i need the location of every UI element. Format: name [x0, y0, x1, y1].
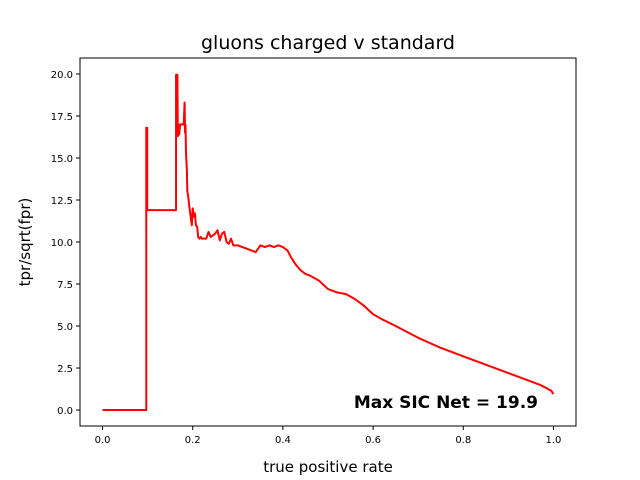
x-tick-label: 1.0 — [546, 435, 562, 446]
x-axis-label: true positive rate — [263, 458, 393, 476]
y-tick-label: 2.5 — [57, 364, 73, 375]
y-axis-label: tpr/sqrt(fpr) — [16, 198, 34, 287]
x-tick-label: 0.6 — [365, 435, 381, 446]
y-tick-label: 10.0 — [51, 238, 73, 249]
y-tick-label: 0.0 — [57, 406, 73, 417]
x-tick-label: 0.0 — [95, 435, 111, 446]
max-sic-annotation: Max SIC Net = 19.9 — [354, 393, 538, 413]
series-line — [102, 73, 555, 412]
y-tick-label: 7.5 — [57, 280, 73, 291]
y-tick-label: 15.0 — [51, 154, 73, 165]
x-tick-label: 0.4 — [275, 435, 291, 446]
y-tick-label: 5.0 — [57, 322, 73, 333]
y-tick-label: 20.0 — [51, 70, 73, 81]
chart-title: gluons charged v standard — [201, 32, 455, 54]
x-tick-label: 0.8 — [455, 435, 471, 446]
y-tick-label: 17.5 — [51, 112, 73, 123]
x-axis: 0.0 0.2 0.4 0.6 0.8 1.0 — [95, 426, 562, 446]
plot-area — [102, 73, 555, 412]
y-axis: 0.0 2.5 5.0 7.5 10.0 12.5 15.0 17.5 20.0 — [51, 70, 80, 417]
x-tick-label: 0.2 — [185, 435, 201, 446]
y-tick-label: 12.5 — [51, 196, 73, 207]
